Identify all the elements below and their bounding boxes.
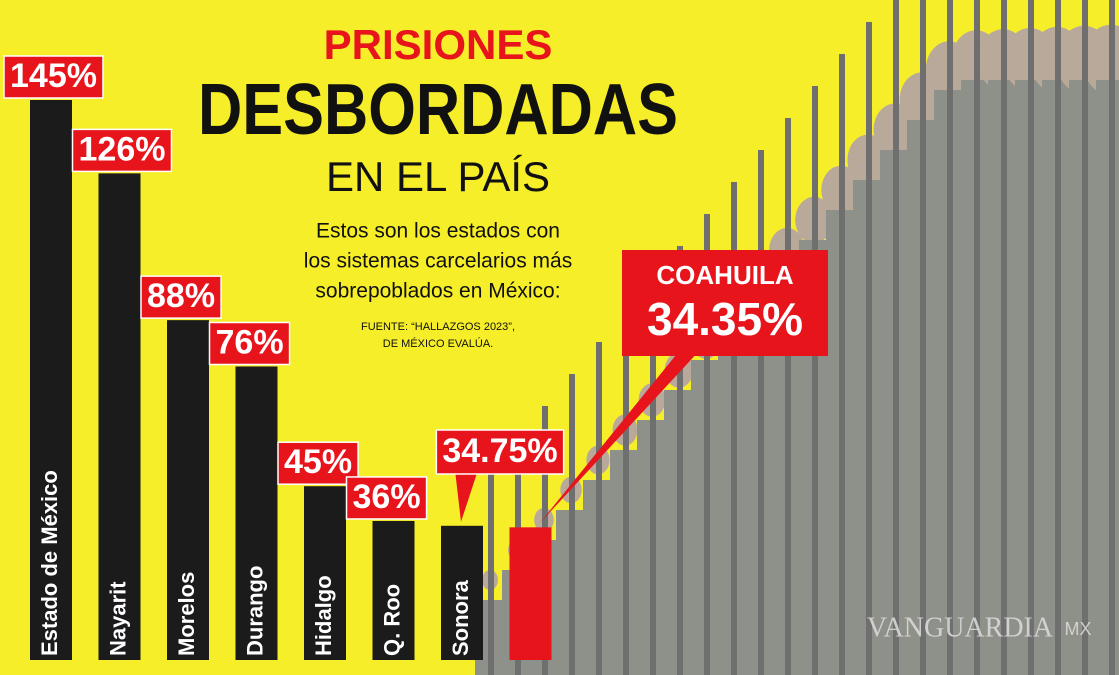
value-label-group: 126% xyxy=(71,128,173,173)
bar xyxy=(509,527,552,660)
chart-title-sub: EN EL PAÍS xyxy=(326,153,550,200)
value-label-box xyxy=(140,275,222,319)
prison-bar xyxy=(1028,0,1034,675)
prison-bar xyxy=(1082,0,1088,675)
value-label-group: 76% xyxy=(208,321,291,366)
chart-title-main: DESBORDADAS xyxy=(198,70,678,150)
prison-bar xyxy=(623,310,629,675)
value-label: 34.75% xyxy=(442,432,557,470)
prison-bar xyxy=(1055,0,1061,675)
value-label-box xyxy=(208,321,291,366)
watermark-suffix: MX xyxy=(1065,619,1092,639)
chart-title: PRISIONES xyxy=(324,21,553,68)
prison-bar xyxy=(488,470,494,675)
value-label-group: 145% xyxy=(3,55,104,99)
value-label: 76% xyxy=(216,323,284,361)
watermark: VANGUARDIA xyxy=(867,612,1054,643)
source: FUENTE: “HALLAZGOS 2023”, xyxy=(361,321,515,333)
callout-box xyxy=(622,250,828,356)
category-label: Morelos xyxy=(174,572,199,656)
category-label: Hidalgo xyxy=(311,575,336,656)
prison-illustration xyxy=(475,0,1119,675)
subtitle: Estos son los estados con xyxy=(316,220,560,243)
category-label: Sonora xyxy=(448,579,473,656)
prison-bar xyxy=(704,214,710,675)
prison-bar xyxy=(1109,0,1115,675)
prison-bar xyxy=(785,118,791,675)
value-label: 45% xyxy=(284,443,352,481)
value-label-box xyxy=(435,429,565,475)
bar xyxy=(235,366,278,660)
prison-bar xyxy=(866,22,872,675)
prison-bar xyxy=(1001,0,1007,675)
bar xyxy=(441,525,483,660)
value-label: 126% xyxy=(79,130,166,168)
prison-bar xyxy=(947,0,953,675)
callout-pointer xyxy=(539,350,700,524)
subtitle: sobrepoblados en México: xyxy=(315,280,560,303)
prison-bar xyxy=(758,150,764,675)
prison-bar xyxy=(677,246,683,675)
value-label: 36% xyxy=(353,478,421,516)
callout-category: COAHUILA xyxy=(656,260,793,290)
value-label-box xyxy=(71,128,173,173)
prison-bar xyxy=(920,0,926,675)
value-label-box xyxy=(277,441,359,485)
value-label: 88% xyxy=(147,277,215,315)
prison-bar xyxy=(812,86,818,675)
prison-bar xyxy=(893,0,899,675)
prison-bar xyxy=(569,374,575,675)
prisoner-body xyxy=(1096,80,1119,675)
bar xyxy=(98,173,141,660)
category-label: Q. Roo xyxy=(379,584,404,656)
value-label: 34.35% xyxy=(647,293,803,345)
prison-bar xyxy=(596,342,602,675)
category-label: Nayarit xyxy=(105,581,130,656)
value-label: 145% xyxy=(10,57,97,95)
subtitle: los sistemas carcelarios más xyxy=(304,250,572,273)
callout-pointer xyxy=(455,470,478,522)
bar xyxy=(304,486,346,660)
value-label-box xyxy=(345,476,428,520)
prison-bar xyxy=(650,278,656,675)
prison-bar xyxy=(731,182,737,675)
bar xyxy=(372,520,415,660)
value-label-group: 88% xyxy=(140,275,222,319)
value-label-group: 45% xyxy=(277,441,359,485)
prison-bar xyxy=(839,54,845,675)
value-label-box xyxy=(3,55,104,99)
category-label: Estado de México xyxy=(37,470,62,656)
bar xyxy=(30,100,72,660)
bar xyxy=(167,320,209,660)
category-label: Durango xyxy=(242,566,267,656)
prison-bar xyxy=(974,0,980,675)
value-label-group: 36% xyxy=(345,476,428,520)
source: DE MÉXICO EVALÚA. xyxy=(383,337,493,350)
